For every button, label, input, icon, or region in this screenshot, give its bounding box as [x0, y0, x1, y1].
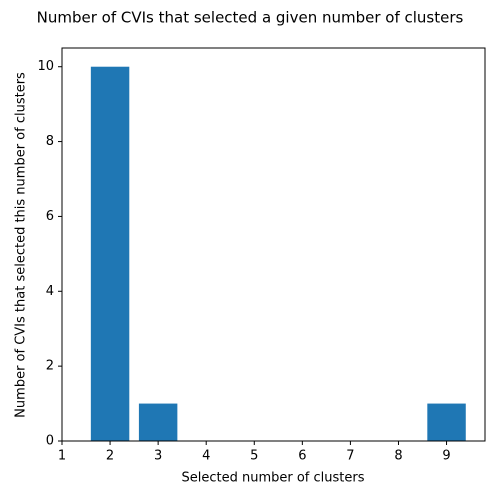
y-tick-label: 4 — [46, 284, 54, 299]
x-axis-label: Selected number of clusters — [181, 471, 364, 486]
bar — [138, 403, 178, 441]
plot-frame — [61, 47, 486, 442]
x-tick-label: 4 — [202, 449, 210, 464]
y-tick-label: 10 — [37, 59, 54, 74]
y-tick-label: 0 — [46, 434, 54, 449]
x-tick-label: 1 — [58, 449, 66, 464]
x-tick-label: 7 — [346, 449, 354, 464]
x-tick-label: 9 — [442, 449, 450, 464]
x-tick-label: 2 — [106, 449, 114, 464]
x-tick-label: 8 — [394, 449, 402, 464]
y-tick-label: 6 — [46, 209, 54, 224]
bar — [427, 403, 466, 441]
y-tick-label: 8 — [46, 134, 54, 149]
y-tick-label: 2 — [46, 359, 54, 374]
x-tick-label: 5 — [250, 449, 258, 464]
x-tick-label: 3 — [154, 449, 162, 464]
y-axis-label: Number of CVIs that selected this number… — [14, 72, 29, 418]
chart-title: Number of CVIs that selected a given num… — [37, 9, 464, 27]
bar — [90, 66, 130, 441]
x-tick-label: 6 — [298, 449, 306, 464]
